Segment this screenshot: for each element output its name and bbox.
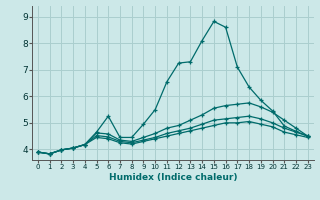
X-axis label: Humidex (Indice chaleur): Humidex (Indice chaleur) [108,173,237,182]
